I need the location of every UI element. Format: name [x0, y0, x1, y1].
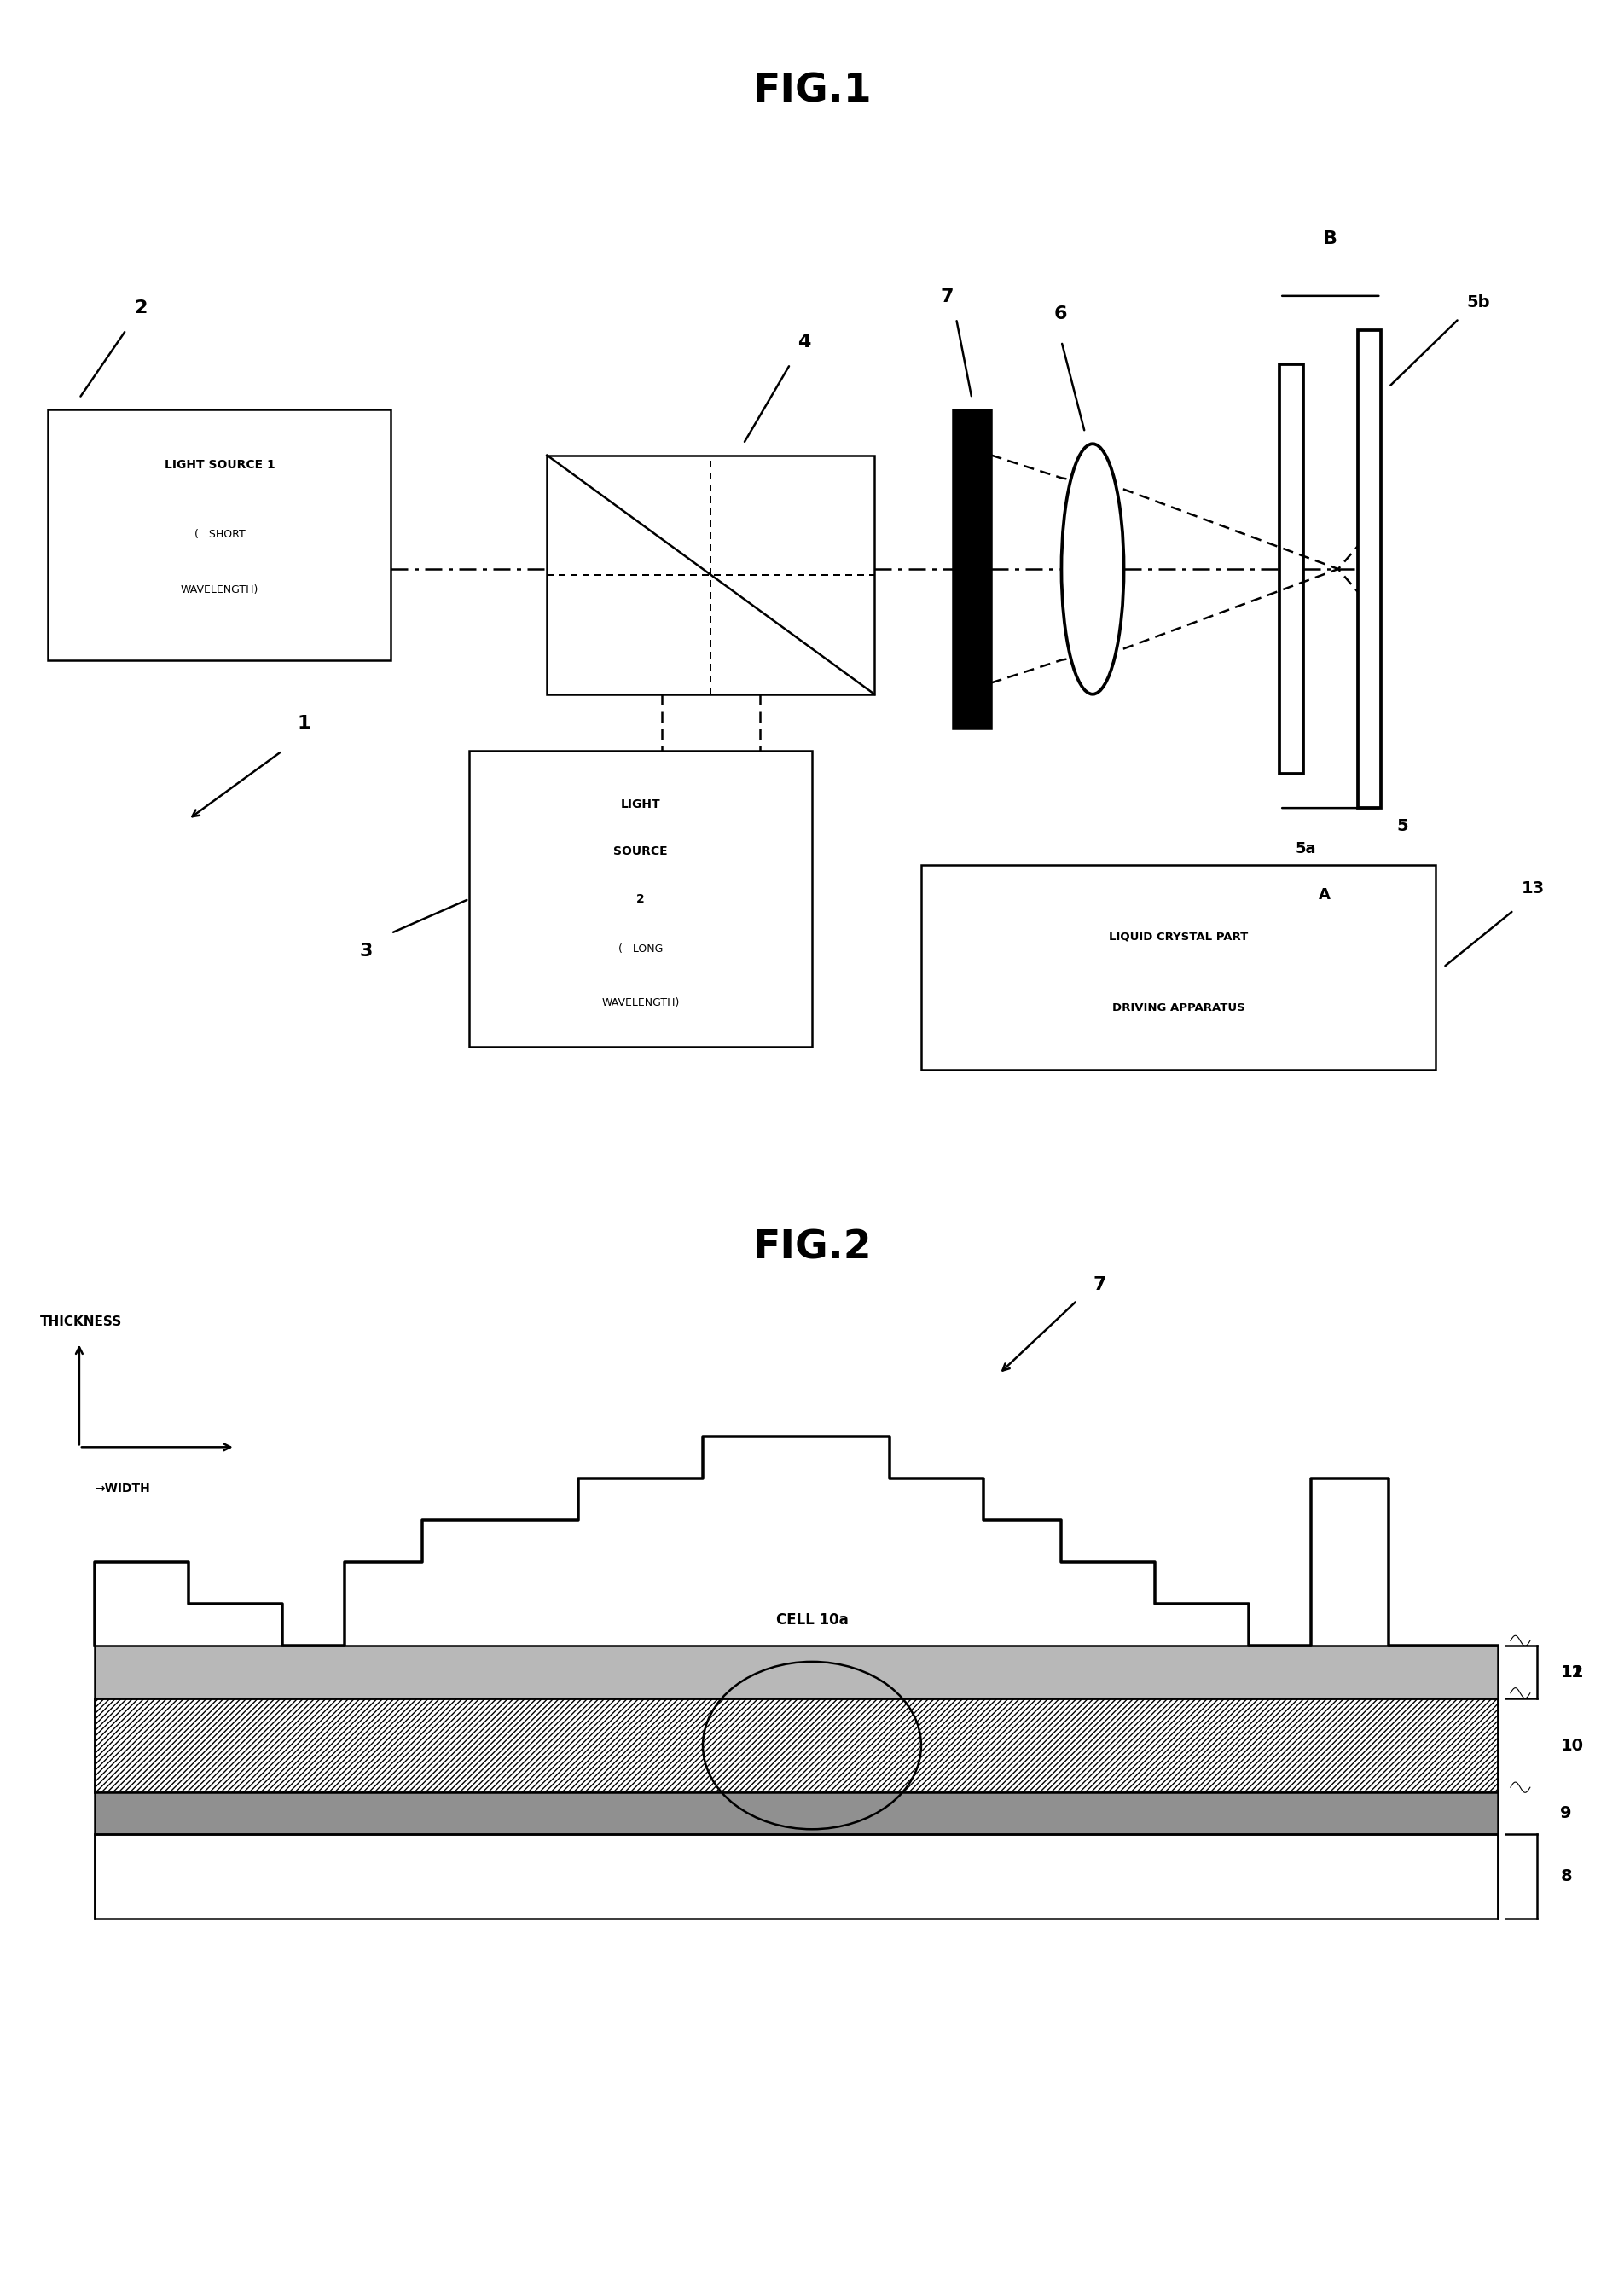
Text: DRIVING APPARATUS: DRIVING APPARATUS: [1112, 1004, 1246, 1013]
Bar: [49, 410, 391, 660]
Text: 5: 5: [1397, 817, 1408, 833]
Text: 1: 1: [297, 715, 310, 731]
Text: 10: 10: [1561, 1737, 1583, 1753]
Text: 5b: 5b: [1466, 294, 1491, 310]
Text: 4: 4: [797, 335, 810, 351]
Text: 7: 7: [1093, 1277, 1106, 1293]
Text: (   SHORT: ( SHORT: [195, 530, 245, 539]
Text: LIGHT: LIGHT: [620, 799, 661, 810]
Bar: [921, 865, 1436, 1070]
Text: THICKNESS: THICKNESS: [41, 1316, 122, 1327]
Text: FIG.2: FIG.2: [752, 1229, 872, 1268]
Text: (   LONG: ( LONG: [619, 945, 663, 956]
Text: 12: 12: [1561, 1664, 1583, 1680]
Bar: [952, 410, 991, 728]
Bar: [94, 1646, 1497, 1698]
Text: 5a: 5a: [1296, 842, 1315, 856]
Bar: [94, 1793, 1497, 1834]
Text: 2: 2: [637, 892, 645, 906]
Text: 2: 2: [133, 300, 146, 316]
Text: 7: 7: [940, 289, 953, 305]
Text: 3: 3: [361, 942, 374, 958]
Bar: [469, 751, 812, 1047]
Text: 9: 9: [1561, 1805, 1572, 1821]
Bar: [547, 455, 874, 694]
Text: B: B: [1324, 230, 1338, 248]
Ellipse shape: [1062, 444, 1124, 694]
Text: CELL 10a: CELL 10a: [776, 1611, 848, 1627]
Text: 8: 8: [1561, 1869, 1572, 1885]
Text: LIGHT SOURCE 1: LIGHT SOURCE 1: [164, 460, 274, 471]
Text: →WIDTH: →WIDTH: [94, 1484, 149, 1495]
Text: FIG.1: FIG.1: [752, 73, 872, 109]
Text: A: A: [1319, 888, 1330, 901]
Bar: [1280, 364, 1302, 774]
Bar: [94, 1834, 1497, 1919]
Text: 6: 6: [1054, 305, 1067, 321]
Bar: [1358, 330, 1380, 808]
Text: WAVELENGTH): WAVELENGTH): [601, 997, 679, 1008]
Bar: [94, 1698, 1497, 1793]
Text: SOURCE: SOURCE: [614, 847, 667, 858]
Text: 11: 11: [1561, 1664, 1583, 1680]
Text: LIQUID CRYSTAL PART: LIQUID CRYSTAL PART: [1109, 931, 1247, 942]
Text: 13: 13: [1522, 881, 1544, 897]
Text: WAVELENGTH): WAVELENGTH): [180, 585, 258, 596]
